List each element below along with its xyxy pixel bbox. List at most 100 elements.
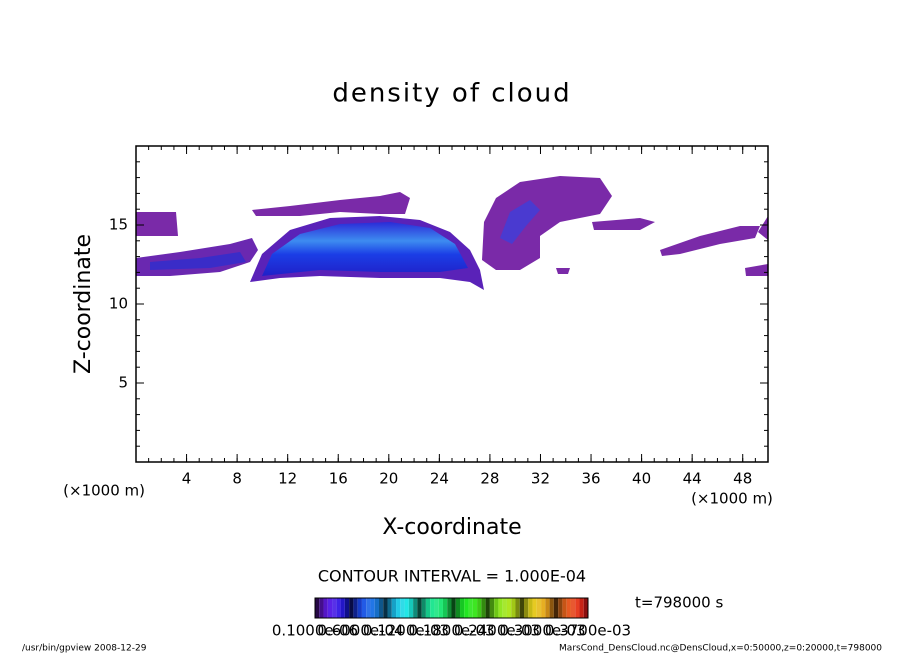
colorbar-label: 0.1800e-03 [408,622,494,640]
contour-interval: CONTOUR INTERVAL = 1.000E-04 [318,567,586,586]
colorbar-label: 0.3000e-03 [499,622,585,640]
colorbar-cell [353,598,358,618]
colorbar-cell [442,598,448,618]
colorbar-cell [485,598,490,618]
x-tick-label: 28 [480,470,499,488]
cloud-field [136,176,768,290]
x-tick-label: 44 [683,470,702,488]
colorbar-cell [413,598,418,618]
colorbar-cell [575,598,580,618]
x-tick-label: 8 [232,470,242,488]
chart-title: density of cloud [332,79,571,109]
colorbar-cell [374,598,379,618]
colorbar-label: 0.1200e-03 [363,622,449,640]
colorbar-label: 0.6000e-04 [317,622,403,640]
colorbar-cell [349,598,354,618]
colorbar-cell [357,598,362,618]
colorbar-cell [549,598,554,618]
x-tick-label: 40 [632,470,651,488]
x-axis-label: X-coordinate [382,515,521,540]
colorbar-cell [447,598,452,618]
colorbar: 0.1000e-060.6000e-040.1200e-030.1800e-03… [272,597,631,640]
colorbar-cell [319,598,324,618]
y-tick-label: 10 [109,295,128,313]
x-tick-label: 20 [379,470,398,488]
footer-right: MarsCond_DensCloud.nc@DensCloud,x=0:5000… [559,644,882,654]
colorbar-cell [336,598,341,618]
time-label: t=798000 s [635,594,723,612]
colorbar-cell [421,598,426,618]
colorbar-cell [468,598,473,618]
colorbar-cell [472,598,478,618]
colorbar-cell [489,598,495,618]
colorbar-cell [451,598,456,618]
colorbar-cell [528,598,533,618]
y-unit: (×1000 m) [63,482,145,500]
colorbar-cell [494,598,499,618]
colorbar-cell [417,598,422,618]
x-tick-label: 32 [531,470,550,488]
colorbar-cell [455,598,461,618]
y-axis-label: Z-coordinate [71,234,96,374]
colorbar-cell [558,598,563,618]
colorbar-label: 0.1000e-06 [272,622,358,640]
colorbar-cell [327,598,333,618]
colorbar-cell [378,598,384,618]
colorbar-cell [408,598,414,618]
colorbar-cell [438,598,443,618]
colorbar-cell [383,598,388,618]
x-tick-label: 16 [329,470,348,488]
colorbar-cell [323,598,328,618]
colorbar-cell [536,598,542,618]
footer-left: /usr/bin/gpview 2008-12-29 [22,644,147,654]
colorbar-cell [562,598,567,618]
colorbar-frame [314,597,589,619]
colorbar-cell [477,598,482,618]
colorbar-cell [583,598,588,618]
colorbar-cell [545,598,550,618]
x-tick-label: 12 [278,470,297,488]
colorbar-label: 0.2400e-03 [454,622,540,640]
colorbar-cell [498,598,503,618]
colorbar-cell [430,598,435,618]
colorbar-cell [434,598,439,618]
colorbar-cell [391,598,397,618]
colorbar-cell [332,598,337,618]
colorbar-cell [566,598,571,618]
colorbar-cell [532,598,537,618]
colorbar-cell [366,598,371,618]
colorbar-cell [315,598,320,618]
x-unit: (×1000 m) [691,490,773,508]
colorbar-cell [511,598,516,618]
colorbar-cell [570,598,576,618]
colorbar-cell [425,598,431,618]
colorbar-cell [481,598,486,618]
y-tick-label: 15 [109,216,128,234]
colorbar-cell [579,598,584,618]
colorbar-cell [502,598,507,618]
colorbar-cell [400,598,405,618]
colorbar-cell [460,598,465,618]
y-tick-label: 5 [118,374,128,392]
colorbar-cell [553,598,559,618]
colorbar-cell [464,598,469,618]
colorbar-cell [515,598,520,618]
colorbar-cell [404,598,409,618]
colorbar-cell [541,598,546,618]
plot-frame [135,145,769,463]
x-tick-label: 4 [182,470,192,488]
colorbar-cell [370,598,375,618]
colorbar-label: 0.3700e-03 [545,622,631,640]
colorbar-cell [361,598,367,618]
colorbar-cell [340,598,345,618]
x-tick-label: 48 [733,470,752,488]
x-tick-label: 36 [581,470,600,488]
x-tick-label: 24 [430,470,449,488]
colorbar-cell [519,598,525,618]
colorbar-cell [396,598,401,618]
colorbar-cell [387,598,392,618]
colorbar-cell [506,598,512,618]
colorbar-cell [344,598,350,618]
colorbar-cell [524,598,529,618]
